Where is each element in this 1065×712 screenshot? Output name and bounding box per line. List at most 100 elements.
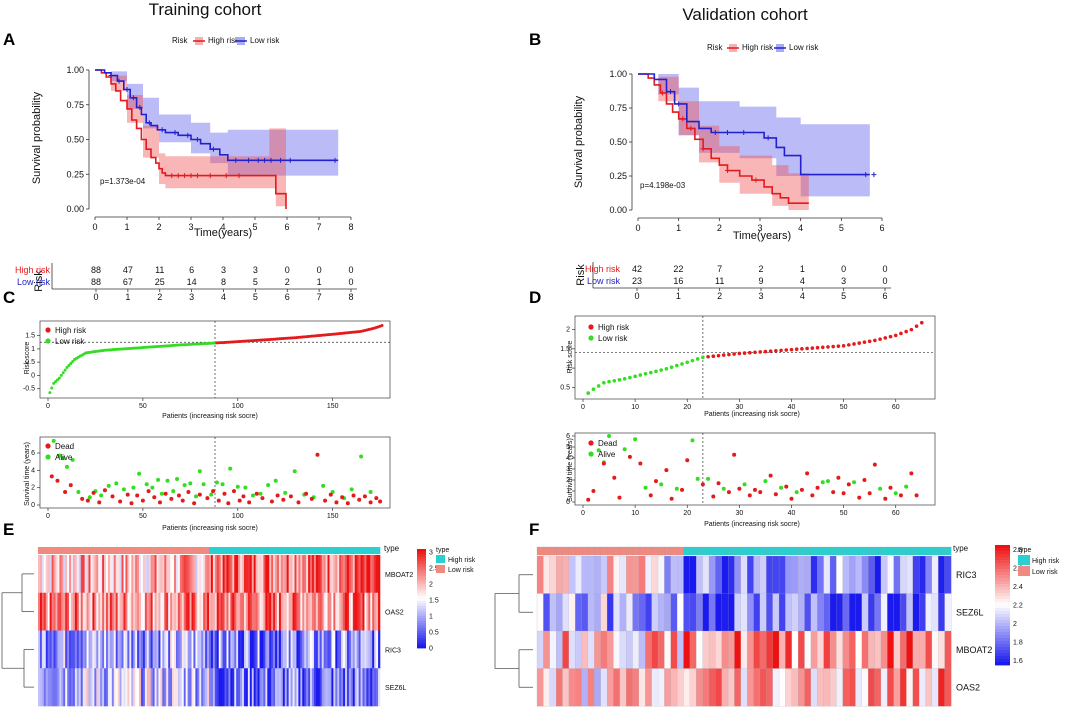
hm-cell-e: [67, 668, 70, 707]
km-xtick-a: 1: [124, 222, 129, 232]
hm-cell-e: [164, 555, 167, 594]
hm-cell-e: [354, 630, 357, 669]
rs-point-high-d: [716, 353, 721, 358]
hm-cell-f: [874, 630, 882, 669]
km-plot-b: 0.000.250.500.751.000 1 2 3 4 5 6: [609, 69, 884, 233]
st-point-dead-c: [378, 499, 383, 504]
st-point-dead-d: [914, 493, 919, 498]
hm-cell-e: [179, 630, 183, 669]
hm-type-cell-low-e: [55, 547, 58, 554]
hm-cell-f: [810, 593, 818, 632]
risk-table-low-cell-b: 9: [758, 276, 763, 286]
st-point-dead-c: [260, 496, 265, 501]
hm-type-cell-low-f: [613, 546, 621, 556]
hm-cell-f: [657, 555, 665, 594]
st-legend-alive-dot-d: [588, 451, 594, 457]
hm-cell-e: [273, 630, 276, 669]
hm-type-cell-high-e: [354, 547, 357, 554]
hm-type-legend-f: type High risk Low risk: [1018, 547, 1060, 576]
st-point-dead-d: [653, 479, 658, 484]
hm-type-cell-high-e: [294, 547, 297, 554]
st-point-alive-c: [250, 493, 255, 498]
hm-cell-e: [115, 555, 118, 594]
risk-table-tick-b: 2: [717, 291, 722, 301]
hm-cell-e: [152, 555, 155, 594]
rs-point-low-d: [669, 365, 674, 370]
risk-table-low-cell-a: 25: [155, 277, 165, 287]
rs-ylabel-d: Risk score: [567, 341, 574, 374]
hm-cell-e: [201, 555, 204, 594]
hm-cell-f: [549, 630, 557, 669]
hm-cell-e: [288, 630, 291, 669]
risk-table-low-cell-b: 23: [632, 276, 642, 286]
hm-colorbar-tick-f: 1.8: [1013, 639, 1023, 646]
hm-cell-e: [123, 668, 126, 707]
hm-type-cell-high-e: [216, 547, 220, 554]
hm-cell-f: [753, 668, 761, 707]
hm-cell-e: [348, 668, 352, 707]
hm-cell-e: [121, 555, 124, 594]
hm-colorbar-segment-f: [995, 647, 1010, 651]
hm-cell-f: [568, 555, 576, 594]
st-ytick-c: 6: [31, 450, 35, 457]
hm-type-cell-high-e: [306, 547, 309, 554]
hm-cell-e: [321, 630, 324, 669]
hm-type-cell-high-e: [372, 547, 375, 554]
st-point-dead-d: [784, 484, 789, 489]
hm-colorbar-segment-f: [995, 569, 1010, 573]
hm-cell-f: [734, 593, 742, 632]
hm-cell-e: [325, 630, 328, 669]
st-point-alive-c: [243, 485, 248, 490]
hm-cell-e: [249, 592, 253, 631]
rs-legend-high-c: High risk: [55, 326, 87, 335]
hm-colorbar-segment-f: [995, 572, 1010, 576]
hm-cell-e: [302, 668, 305, 707]
hm-cell-e: [218, 630, 221, 669]
risk-table-low-cell-a: 67: [123, 277, 133, 287]
km-xtick-a: 5: [252, 222, 257, 232]
hm-cell-e: [104, 668, 107, 707]
hm-cell-e: [142, 668, 146, 707]
hm-cell-e: [311, 555, 315, 594]
hm-cell-e: [210, 555, 214, 594]
hm-cell-f: [613, 593, 621, 632]
hm-type-cell-high-e: [346, 547, 350, 554]
hm-cell-e: [348, 555, 352, 594]
hm-cell-e: [222, 630, 225, 669]
st-point-dead-c: [304, 491, 309, 496]
hm-cell-e: [69, 630, 72, 669]
hm-colorbar-segment-f: [995, 620, 1010, 624]
hm-cell-e: [49, 592, 52, 631]
hm-colorbar-segment-f: [995, 617, 1010, 621]
hm-cell-f: [664, 555, 672, 594]
hm-cell-e: [216, 668, 220, 707]
hm-cell-e: [333, 668, 336, 707]
st-point-alive-c: [159, 491, 164, 496]
rs-legend-low-d: Low risk: [598, 334, 628, 343]
hm-type-low-e: Low risk: [448, 567, 474, 574]
st-point-dead-d: [862, 478, 867, 482]
hm-type-cell-low-e: [92, 547, 95, 554]
st-point-alive-c: [76, 490, 81, 494]
hm-cell-e: [236, 592, 239, 631]
st-point-dead-d: [732, 452, 737, 457]
hm-cell-e: [142, 630, 146, 669]
rs-point-high-d: [867, 339, 872, 344]
hm-cell-e: [298, 592, 301, 631]
hm-cell-e: [282, 555, 286, 594]
hm-cell-e: [317, 592, 321, 631]
hm-cell-e: [245, 668, 249, 707]
hm-cell-f: [817, 668, 825, 707]
hm-cell-e: [263, 555, 266, 594]
hm-cell-e: [222, 668, 225, 707]
hm-cell-f: [772, 630, 780, 669]
hm-cell-e: [125, 592, 128, 631]
hm-type-cell-low-e: [86, 547, 89, 554]
st-point-alive-c: [214, 480, 219, 485]
hm-cell-f: [587, 668, 595, 707]
rs-point-high-d: [789, 347, 794, 352]
hm-cell-f: [906, 593, 914, 632]
hm-cell-e: [238, 668, 241, 707]
hm-cell-e: [280, 668, 284, 707]
rs-point-low-d: [648, 370, 653, 375]
